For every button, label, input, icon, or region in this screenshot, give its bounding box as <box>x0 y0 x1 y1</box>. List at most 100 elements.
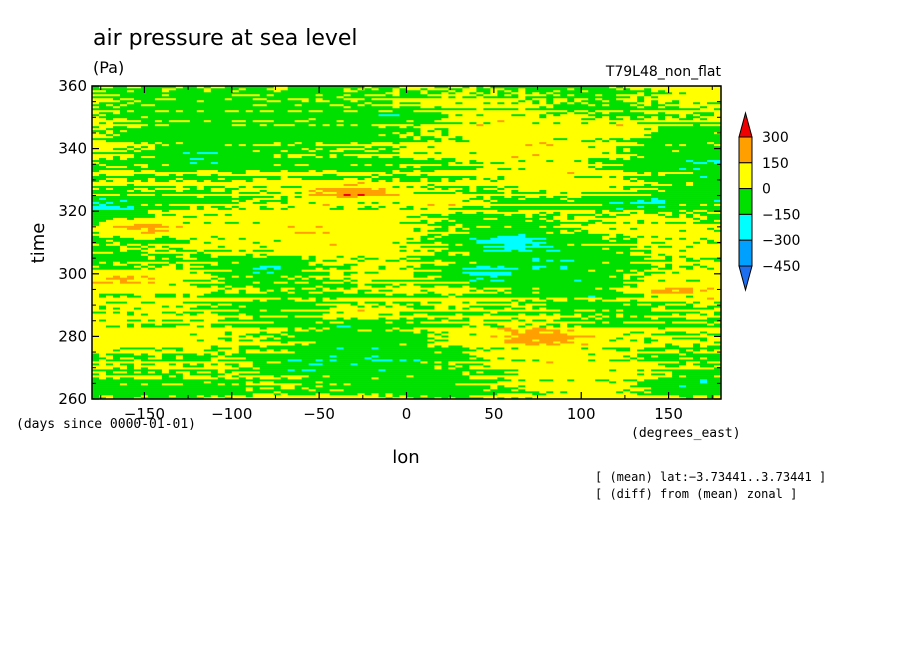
heatmap-cell <box>385 163 393 167</box>
heatmap-cell <box>133 141 142 145</box>
heatmap-cell <box>168 143 226 147</box>
heatmap-cell <box>175 249 198 252</box>
heatmap-cell <box>182 173 198 177</box>
heatmap-cell <box>644 341 652 344</box>
heatmap-cell <box>203 99 268 103</box>
heatmap-cell <box>651 87 722 91</box>
heatmap-cell <box>476 187 484 190</box>
heatmap-cell <box>665 349 680 352</box>
heatmap-cell <box>399 285 421 288</box>
heatmap-cell <box>455 211 463 214</box>
heatmap-cell <box>161 347 184 350</box>
heatmap-cell <box>217 395 226 398</box>
heatmap-cell <box>259 315 289 318</box>
heatmap-cell <box>511 335 519 338</box>
heatmap-cell <box>287 329 296 332</box>
heatmap-cell <box>504 279 575 282</box>
heatmap-cell <box>280 195 289 198</box>
heatmap-cell <box>399 145 407 149</box>
heatmap-cell <box>273 123 296 127</box>
y-tick-label: 300 <box>58 265 87 283</box>
heatmap-cell <box>343 177 358 180</box>
heatmap-cell <box>420 169 435 173</box>
heatmap-cell <box>92 153 135 157</box>
heatmap-cell <box>112 311 121 314</box>
heatmap-cell <box>602 287 610 290</box>
heatmap-cell <box>476 289 484 292</box>
heatmap-cell <box>462 271 512 274</box>
heatmap-cell <box>119 105 345 109</box>
heatmap-cell <box>679 203 687 206</box>
heatmap-cell <box>399 155 512 159</box>
heatmap-cell <box>609 139 617 143</box>
heatmap-cell <box>483 245 554 248</box>
heatmap-cell <box>441 351 463 354</box>
heatmap-cell <box>602 137 610 141</box>
heatmap-cell <box>434 337 512 340</box>
heatmap-cell <box>651 235 659 238</box>
heatmap-cell <box>238 275 247 278</box>
heatmap-cell <box>399 303 407 306</box>
heatmap-cell <box>343 279 351 282</box>
heatmap-cell <box>560 323 568 326</box>
heatmap-cell <box>546 237 603 240</box>
heatmap-cell <box>147 357 163 360</box>
heatmap-cell <box>287 315 296 318</box>
heatmap-cell <box>434 305 449 308</box>
heatmap-cell <box>714 311 722 314</box>
heatmap-cell <box>658 181 687 184</box>
heatmap-cell <box>92 243 100 246</box>
heatmap-cell <box>329 321 344 324</box>
heatmap-cell <box>406 317 414 320</box>
heatmap-cell <box>210 263 219 266</box>
heatmap-cell <box>217 263 310 266</box>
heatmap-cell <box>154 237 177 240</box>
heatmap-cell <box>700 379 708 382</box>
heatmap-cell <box>252 201 268 204</box>
heatmap-cell <box>490 201 610 204</box>
heatmap-cell <box>224 187 240 190</box>
heatmap-cell <box>245 249 254 252</box>
heatmap-cell <box>126 103 142 107</box>
heatmap-cell <box>252 249 275 252</box>
heatmap-cell <box>294 281 310 284</box>
heatmap-cell <box>336 355 372 358</box>
heatmap-cell <box>455 161 463 165</box>
heatmap-cell <box>203 195 233 198</box>
heatmap-cell <box>385 191 414 194</box>
heatmap-cell <box>539 153 638 157</box>
heatmap-cell <box>665 345 680 348</box>
heatmap-cell <box>406 267 414 270</box>
heatmap-cell <box>308 291 324 294</box>
heatmap-cell <box>644 257 666 260</box>
heatmap-cell <box>350 257 358 260</box>
heatmap-cell <box>399 151 414 155</box>
heatmap-cell <box>203 205 212 208</box>
heatmap-cell <box>427 129 435 133</box>
heatmap-cell <box>140 99 198 103</box>
heatmap-cell <box>574 171 638 175</box>
heatmap-cell <box>154 119 163 123</box>
heatmap-cell <box>441 163 449 167</box>
heatmap-cell <box>92 253 142 256</box>
heatmap-cell <box>357 155 372 159</box>
heatmap-cell <box>399 249 407 252</box>
heatmap-cell <box>364 177 372 180</box>
heatmap-cell <box>92 373 100 376</box>
heatmap-cell <box>133 187 149 190</box>
heatmap-cell <box>448 345 463 348</box>
heatmap-cell <box>196 295 449 298</box>
heatmap-cell <box>399 359 407 362</box>
heatmap-cell <box>700 167 722 171</box>
heatmap-cell <box>357 201 365 204</box>
heatmap-cell <box>224 281 254 284</box>
heatmap-cell <box>301 177 344 180</box>
heatmap-cell <box>322 317 338 320</box>
heatmap-cell <box>329 103 344 107</box>
heatmap-cell <box>343 149 365 153</box>
heatmap-cell <box>203 363 212 366</box>
heatmap-cell <box>441 137 449 141</box>
heatmap-cell <box>210 375 219 378</box>
heatmap-cell <box>294 163 310 167</box>
heatmap-cell <box>644 87 652 91</box>
